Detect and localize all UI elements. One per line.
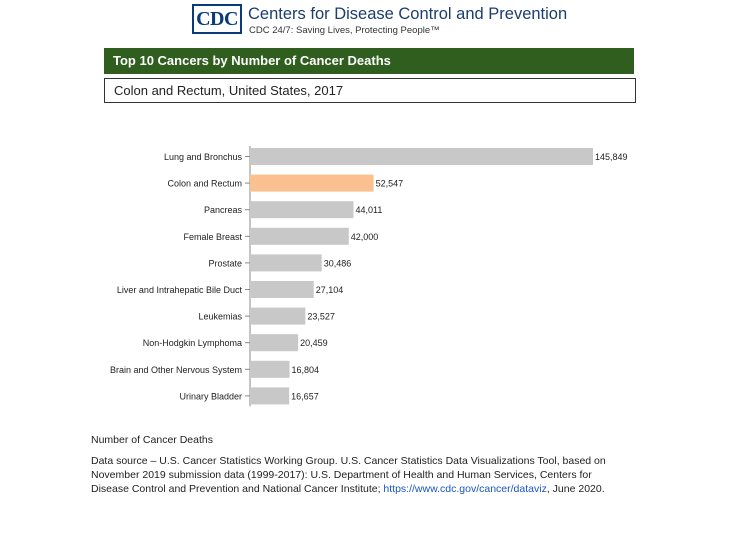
category-label: Female Breast — [183, 232, 242, 242]
cdc-logo: CDC — [192, 4, 242, 34]
bar — [250, 174, 374, 192]
value-label: 30,486 — [324, 258, 352, 268]
tagline: CDC 24/7: Saving Lives, Protecting Peopl… — [249, 25, 440, 36]
value-label: 16,804 — [292, 365, 320, 375]
value-label: 16,657 — [291, 391, 319, 401]
bar — [250, 201, 354, 219]
bar — [250, 254, 322, 272]
value-label: 145,849 — [595, 152, 628, 162]
cdc-header: CDC Centers for Disease Control and Prev… — [192, 4, 572, 38]
bar — [250, 227, 349, 245]
bar — [250, 281, 314, 298]
category-label: Liver and Intrahepatic Bile Duct — [117, 285, 243, 295]
bar — [250, 334, 299, 352]
category-label: Prostate — [208, 258, 242, 268]
value-label: 20,459 — [300, 338, 328, 348]
category-label: Leukemias — [198, 312, 242, 322]
chart-subtitle: Colon and Rectum, United States, 2017 — [104, 78, 636, 103]
category-label: Pancreas — [204, 205, 243, 215]
chart-title: Top 10 Cancers by Number of Cancer Death… — [104, 48, 634, 74]
org-name: Centers for Disease Control and Preventi… — [248, 5, 568, 23]
value-label: 42,000 — [351, 232, 379, 242]
bar-chart: Lung and Bronchus 145,849 Colon and Rectum… — [110, 146, 628, 407]
category-label: Brain and Other Nervous System — [110, 365, 242, 375]
data-source: Data source – U.S. Cancer Statistics Wor… — [91, 454, 611, 496]
value-label: 27,104 — [316, 285, 344, 295]
source-link[interactable]: https://www.cdc.gov/cancer/dataviz — [383, 483, 547, 495]
category-label: Non-Hodgkin Lymphoma — [143, 338, 242, 348]
bar — [250, 148, 593, 165]
value-label: 44,011 — [356, 205, 383, 215]
value-label: 52,547 — [376, 179, 404, 189]
bar — [250, 387, 290, 405]
category-label: Lung and Bronchus — [164, 152, 243, 162]
source-end: , June 2020. — [546, 483, 605, 495]
bar — [250, 307, 306, 325]
source-text: Data source – U.S. Cancer Statistics Wor… — [91, 455, 606, 495]
category-label: Urinary Bladder — [179, 391, 242, 401]
bar — [250, 360, 290, 378]
axis-label: Number of Cancer Deaths — [91, 434, 213, 446]
value-label: 23,527 — [307, 312, 335, 322]
category-label: Colon and Rectum — [167, 179, 242, 189]
